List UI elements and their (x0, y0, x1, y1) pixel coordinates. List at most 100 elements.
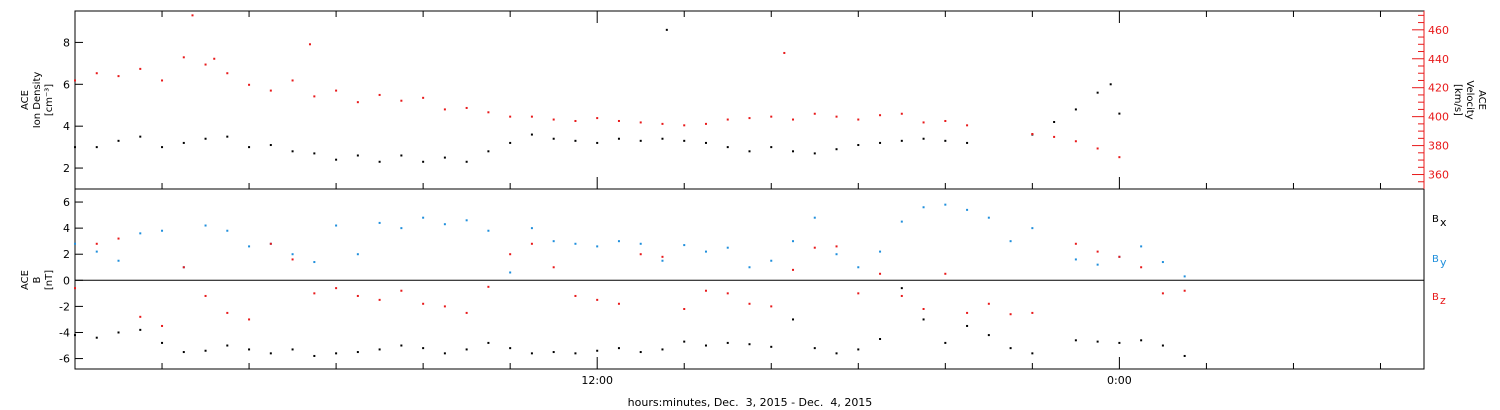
data-point (835, 115, 838, 118)
data-point (748, 266, 751, 269)
data-point (726, 118, 729, 121)
data-point (792, 240, 795, 243)
data-point (900, 287, 903, 290)
data-point (465, 311, 468, 314)
data-point (661, 348, 664, 351)
data-point (95, 336, 98, 339)
data-point (944, 341, 947, 344)
data-point (944, 272, 947, 275)
data-point (443, 108, 446, 111)
data-point (291, 79, 294, 82)
data-point (226, 311, 229, 314)
data-point (922, 308, 925, 310)
data-point (291, 258, 294, 261)
data-point (530, 227, 533, 230)
bottom-panel-points (74, 203, 1186, 357)
data-point (552, 137, 555, 140)
data-point (95, 242, 98, 245)
x-tick-label: 12:00 (581, 374, 613, 387)
data-point (248, 348, 251, 351)
data-point (596, 117, 599, 120)
data-point (465, 219, 468, 222)
data-point (204, 137, 207, 140)
data-point (422, 302, 425, 305)
data-point (291, 150, 294, 153)
bottom-left-tick-label: 0 (63, 274, 70, 287)
data-point (552, 118, 555, 121)
data-point (1096, 340, 1099, 343)
data-point (74, 287, 76, 290)
data-point (1118, 156, 1121, 159)
data-point (356, 351, 359, 354)
data-point (574, 294, 577, 297)
data-point (783, 51, 786, 54)
data-point (117, 331, 120, 334)
data-point (117, 259, 120, 262)
data-point (509, 347, 512, 350)
data-point (74, 242, 76, 245)
data-point (574, 139, 577, 142)
data-point (1096, 250, 1099, 253)
data-point (596, 349, 599, 352)
bottom-left-tick-label: 6 (63, 196, 70, 209)
data-point (204, 224, 207, 227)
data-point (1009, 313, 1012, 316)
data-point (139, 67, 142, 70)
data-point (987, 302, 990, 305)
data-point (922, 318, 925, 321)
data-point (487, 285, 490, 288)
x-axis: 12:00 0:00 (74, 11, 1381, 387)
data-point (161, 341, 164, 344)
top-ylabel-line1: ACE (20, 90, 31, 110)
data-point (1140, 339, 1143, 342)
data-point (1161, 344, 1164, 347)
right-axis-tick-label: 440 (1428, 53, 1449, 66)
legend-entry-subscript: x (1440, 216, 1447, 229)
data-point (443, 352, 446, 355)
data-point (1183, 354, 1186, 357)
data-point (987, 334, 990, 337)
data-point (1053, 120, 1056, 123)
data-point (1183, 275, 1186, 278)
data-point (748, 343, 751, 346)
data-point (422, 216, 425, 219)
data-point (813, 246, 816, 249)
data-point (1118, 255, 1121, 258)
data-point (335, 352, 338, 355)
bottom-left-tick-label: -2 (59, 300, 70, 313)
legend-entry-subscript: z (1440, 294, 1446, 307)
data-point (966, 324, 969, 327)
data-point (1096, 91, 1099, 94)
data-point (269, 352, 272, 355)
data-point (139, 315, 142, 318)
data-point (248, 146, 251, 149)
data-point (269, 144, 272, 147)
data-point (356, 294, 359, 297)
data-point (879, 250, 882, 253)
data-point (356, 253, 359, 256)
data-point (509, 115, 512, 118)
data-point (726, 292, 729, 295)
data-point (574, 119, 577, 122)
data-point (1096, 263, 1099, 266)
data-point (617, 137, 620, 140)
data-point (661, 137, 664, 140)
data-point (987, 216, 990, 219)
data-point (487, 341, 490, 344)
data-point (813, 347, 816, 350)
data-point (665, 28, 668, 31)
data-point (139, 232, 142, 235)
data-point (900, 112, 903, 115)
data-point (792, 318, 795, 321)
data-point (1161, 292, 1164, 295)
data-point (617, 347, 620, 350)
data-point (900, 139, 903, 142)
data-point (617, 119, 620, 122)
data-point (1140, 245, 1143, 248)
top-left-ylabel: ACE Ion Density [cm⁻³] (20, 72, 55, 129)
data-point (639, 253, 642, 256)
data-point (117, 75, 120, 78)
data-point (465, 160, 468, 163)
data-point (95, 146, 98, 149)
